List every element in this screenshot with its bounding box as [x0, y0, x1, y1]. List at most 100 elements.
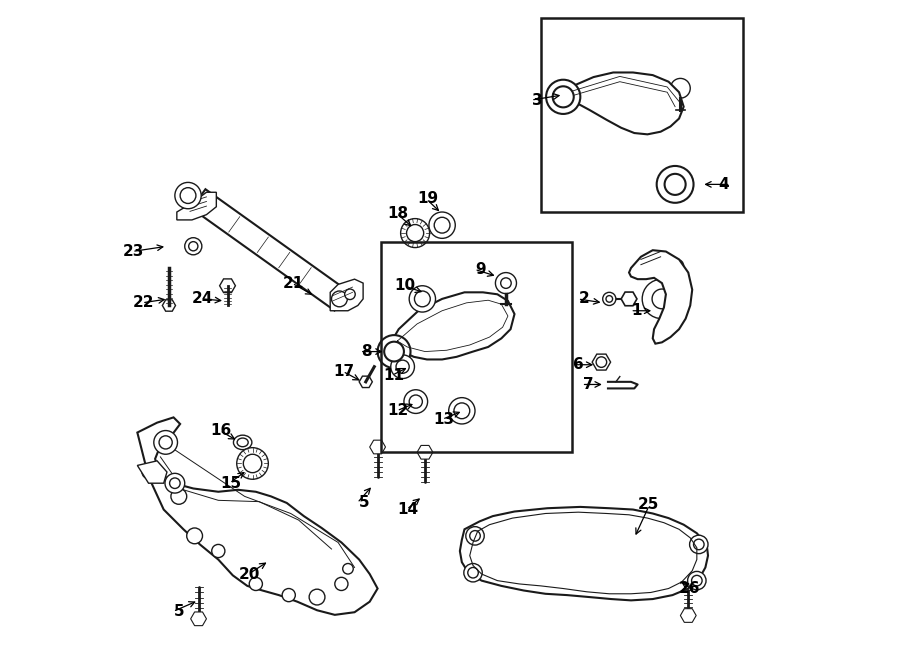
Text: 19: 19: [417, 191, 438, 206]
Circle shape: [464, 564, 482, 582]
Circle shape: [652, 289, 671, 309]
Circle shape: [384, 342, 404, 362]
Text: 18: 18: [387, 206, 409, 221]
Bar: [381, 242, 572, 452]
Circle shape: [169, 478, 180, 488]
Circle shape: [495, 272, 517, 293]
Circle shape: [283, 588, 295, 602]
Text: 16: 16: [211, 423, 231, 438]
Polygon shape: [191, 612, 206, 626]
Text: 7: 7: [583, 377, 593, 392]
Circle shape: [640, 258, 655, 274]
Circle shape: [643, 279, 681, 319]
Polygon shape: [561, 73, 684, 134]
Circle shape: [454, 403, 470, 418]
Circle shape: [212, 545, 225, 558]
Circle shape: [500, 278, 511, 288]
Text: 5: 5: [174, 604, 184, 619]
Circle shape: [670, 79, 690, 98]
Circle shape: [378, 335, 410, 368]
Polygon shape: [390, 292, 515, 360]
Circle shape: [689, 535, 708, 554]
Circle shape: [345, 289, 356, 299]
Circle shape: [657, 166, 694, 203]
Circle shape: [171, 488, 186, 504]
Polygon shape: [621, 292, 637, 306]
Circle shape: [466, 527, 484, 545]
Circle shape: [331, 291, 347, 307]
Circle shape: [553, 87, 573, 107]
Polygon shape: [629, 251, 692, 344]
Polygon shape: [138, 417, 378, 615]
Polygon shape: [592, 354, 610, 370]
Text: 26: 26: [680, 581, 700, 596]
Circle shape: [688, 571, 706, 590]
Polygon shape: [138, 461, 167, 483]
Polygon shape: [220, 279, 236, 293]
Circle shape: [400, 219, 429, 248]
Text: 12: 12: [387, 403, 409, 418]
Polygon shape: [417, 446, 433, 459]
Text: 3: 3: [532, 93, 543, 108]
Text: 25: 25: [637, 498, 659, 512]
Text: 10: 10: [394, 278, 416, 293]
Polygon shape: [680, 609, 697, 623]
Text: 9: 9: [475, 262, 486, 277]
Circle shape: [186, 528, 202, 544]
Circle shape: [343, 564, 353, 574]
Circle shape: [180, 188, 196, 204]
Circle shape: [670, 259, 684, 272]
Circle shape: [415, 291, 430, 307]
Text: 17: 17: [333, 364, 355, 379]
Circle shape: [664, 174, 686, 195]
Text: 13: 13: [433, 412, 454, 427]
Circle shape: [429, 212, 455, 239]
Circle shape: [391, 355, 415, 379]
Circle shape: [596, 357, 607, 368]
Circle shape: [237, 447, 268, 479]
Circle shape: [309, 589, 325, 605]
Circle shape: [159, 436, 172, 449]
Circle shape: [434, 217, 450, 233]
Bar: [541, 18, 742, 212]
Circle shape: [249, 577, 263, 590]
Text: 24: 24: [192, 292, 213, 307]
Circle shape: [449, 398, 475, 424]
Polygon shape: [370, 440, 385, 454]
Circle shape: [404, 390, 428, 413]
Circle shape: [407, 225, 424, 242]
Ellipse shape: [233, 435, 252, 449]
Circle shape: [468, 567, 478, 578]
Text: 22: 22: [132, 295, 154, 311]
Text: 4: 4: [718, 177, 729, 192]
Polygon shape: [162, 300, 176, 311]
Text: 8: 8: [361, 344, 372, 359]
Polygon shape: [192, 189, 348, 311]
Text: 14: 14: [397, 502, 418, 517]
Circle shape: [606, 295, 613, 302]
Text: 5: 5: [358, 496, 369, 510]
Circle shape: [154, 430, 177, 454]
Circle shape: [603, 292, 616, 305]
Text: 11: 11: [382, 368, 404, 383]
Circle shape: [175, 182, 202, 209]
Text: 6: 6: [573, 357, 583, 372]
Circle shape: [142, 465, 155, 479]
Text: 20: 20: [239, 566, 260, 582]
Circle shape: [335, 577, 348, 590]
Text: 2: 2: [579, 292, 590, 307]
Circle shape: [243, 454, 262, 473]
Circle shape: [410, 286, 436, 312]
Text: 1: 1: [632, 303, 643, 318]
Text: 21: 21: [283, 276, 304, 291]
Circle shape: [396, 360, 410, 373]
Text: 23: 23: [122, 244, 144, 259]
Polygon shape: [176, 192, 216, 220]
Circle shape: [694, 539, 704, 550]
Circle shape: [410, 395, 422, 408]
Circle shape: [165, 473, 184, 493]
Polygon shape: [330, 279, 363, 311]
Circle shape: [691, 575, 702, 586]
Polygon shape: [359, 376, 373, 387]
Text: 15: 15: [220, 476, 241, 490]
